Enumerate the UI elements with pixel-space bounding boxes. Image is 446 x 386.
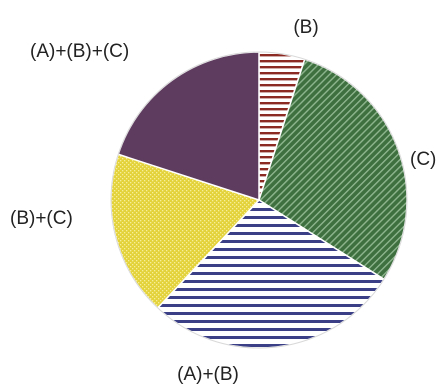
pie-slices <box>110 51 408 349</box>
pie-labels: (B) (C) (A)+(B) (B)+(C) (A)+(B)+(C) <box>10 17 436 385</box>
slice-label-4: (B)+(C) <box>10 208 73 229</box>
slice-label-3: (A)+(B) <box>177 364 239 385</box>
slice-label-1: (B) <box>293 17 318 38</box>
slice-label-2: (C) <box>410 149 436 170</box>
pie-outline <box>110 51 408 349</box>
slice-label-5: (A)+(B)+(C) <box>30 41 129 62</box>
